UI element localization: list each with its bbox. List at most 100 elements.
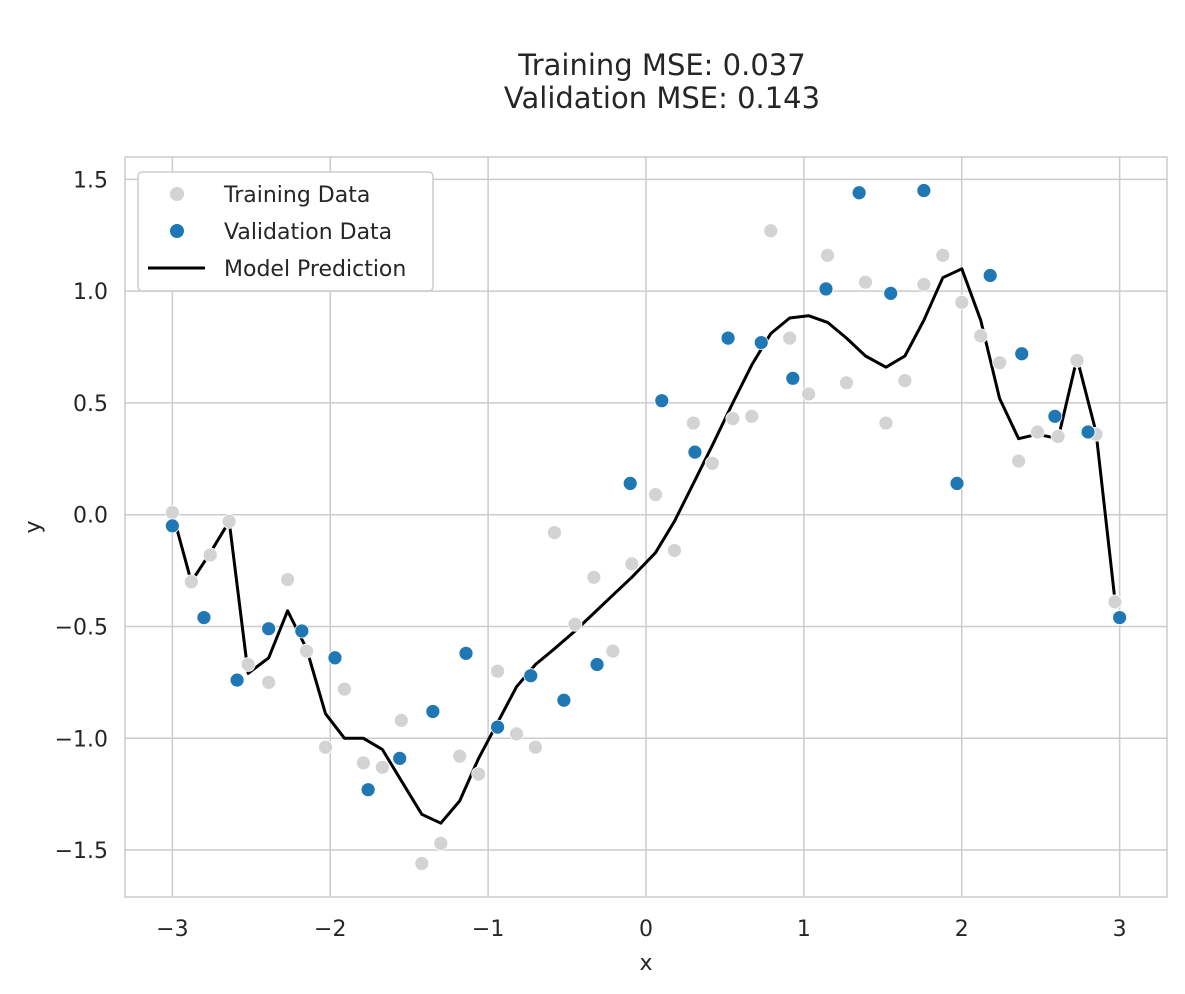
training-point — [528, 739, 543, 755]
training-point — [624, 556, 640, 572]
training-point — [1050, 429, 1066, 444]
validation-point — [654, 393, 670, 409]
validation-point — [490, 719, 505, 735]
training-point — [355, 755, 371, 771]
training-point — [782, 330, 798, 346]
training-point — [280, 572, 296, 587]
chart-title-line-1: Training MSE: 0.037 — [517, 48, 805, 82]
y-tick-label: 0.0 — [73, 504, 108, 529]
plot-frame — [124, 156, 1168, 898]
training-point — [433, 835, 449, 851]
training-point — [202, 547, 218, 563]
validation-point — [556, 692, 572, 708]
training-point — [374, 759, 390, 775]
training-point — [490, 663, 505, 679]
validation-point — [360, 782, 376, 798]
training-point — [667, 543, 682, 558]
legend-validation-marker — [170, 224, 184, 238]
validation-point — [1047, 408, 1063, 424]
training-point — [261, 674, 277, 690]
validation-point — [622, 476, 638, 491]
training-point — [567, 616, 583, 632]
x-tick-label: −1 — [472, 917, 504, 942]
validation-point — [589, 657, 605, 672]
validation-point — [196, 610, 212, 625]
validation-point — [1080, 424, 1096, 440]
training-point — [452, 748, 468, 764]
x-tick-label: −3 — [156, 917, 188, 942]
training-point — [164, 505, 180, 520]
y-tick-labels: −1.5 −1.0 −0.5 0.0 0.5 1.0 1.5 — [55, 168, 108, 864]
training-point — [414, 856, 430, 871]
training-point — [858, 274, 873, 290]
validation-point — [883, 285, 899, 301]
validation-point — [1112, 610, 1128, 625]
y-axis-label: y — [21, 520, 46, 533]
training-point — [586, 569, 602, 585]
validation-point — [294, 623, 310, 639]
legend: Training Data Validation Data Model Pred… — [137, 171, 434, 292]
validation-point — [818, 281, 834, 297]
legend-prediction-label: Model Prediction — [224, 257, 406, 282]
x-tick-label: −2 — [314, 917, 346, 942]
legend-box — [137, 171, 434, 292]
training-point — [509, 726, 524, 742]
training-point — [763, 223, 779, 239]
validation-point — [523, 668, 539, 684]
training-point — [935, 247, 951, 263]
grid — [125, 157, 1167, 897]
validation-point — [327, 650, 343, 666]
training-point — [240, 657, 256, 672]
validation-point — [425, 704, 441, 719]
validation-point — [916, 183, 932, 198]
validation-point — [261, 621, 277, 637]
y-tick-label: 1.0 — [73, 280, 108, 305]
x-axis-label: x — [639, 951, 652, 976]
validation-point — [720, 330, 736, 346]
training-point — [954, 294, 970, 310]
training-point — [973, 328, 989, 344]
training-point — [801, 386, 817, 402]
training-point — [299, 643, 314, 659]
x-tick-label: 3 — [1113, 917, 1127, 942]
chart-title-line-2: Validation MSE: 0.143 — [504, 81, 820, 115]
validation-point — [785, 370, 801, 386]
legend-validation-label: Validation Data — [224, 220, 392, 245]
training-point — [820, 247, 835, 263]
training-point — [839, 375, 854, 391]
model-prediction-line — [170, 267, 1117, 825]
training-point — [318, 739, 333, 755]
validation-point — [851, 185, 867, 201]
training-points — [164, 223, 1123, 871]
validation-points — [164, 183, 1128, 798]
training-point — [605, 643, 621, 659]
training-point — [992, 355, 1008, 371]
validation-point — [949, 476, 965, 491]
validation-point — [753, 335, 769, 350]
training-point — [221, 514, 237, 529]
training-point — [1011, 453, 1026, 469]
x-tick-label: 0 — [639, 917, 653, 942]
validation-point — [392, 750, 408, 766]
training-point — [704, 455, 720, 471]
x-tick-labels: −3 −2 −1 0 1 2 3 — [156, 917, 1126, 942]
training-point — [878, 415, 894, 431]
y-tick-label: −1.5 — [55, 839, 108, 864]
x-tick-label: 2 — [955, 917, 969, 942]
training-point — [916, 277, 932, 292]
y-tick-label: −1.0 — [55, 727, 108, 752]
training-point — [685, 415, 701, 431]
validation-point — [982, 268, 998, 283]
validation-point — [164, 518, 180, 534]
legend-training-marker — [170, 187, 184, 201]
validation-point — [229, 672, 245, 688]
training-point — [393, 712, 409, 728]
training-point — [337, 681, 352, 697]
x-tick-label: 1 — [797, 917, 811, 942]
validation-point — [1014, 346, 1030, 362]
legend-training-label: Training Data — [223, 183, 370, 208]
training-point — [471, 766, 487, 782]
training-point — [897, 373, 913, 388]
training-point — [744, 408, 760, 424]
